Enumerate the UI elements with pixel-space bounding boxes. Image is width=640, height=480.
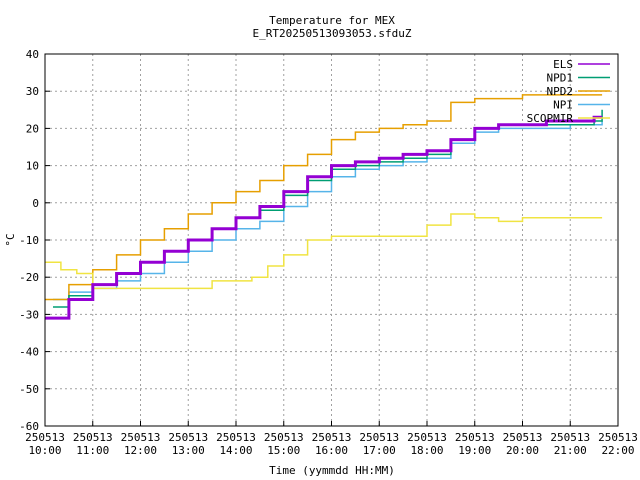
- x-tick-date: 250513: [312, 431, 352, 444]
- x-tick-time: 22:00: [601, 444, 634, 457]
- x-tick-time: 17:00: [363, 444, 396, 457]
- x-tick-date: 250513: [121, 431, 161, 444]
- y-tick-label: 10: [26, 160, 39, 173]
- legend-label-npi: NPI: [553, 99, 573, 112]
- x-tick-date: 250513: [407, 431, 447, 444]
- plot-area: [45, 94, 603, 320]
- x-tick-time: 19:00: [458, 444, 491, 457]
- x-tick-date: 250513: [25, 431, 65, 444]
- x-tick-time: 13:00: [172, 444, 205, 457]
- series-line-els: [45, 115, 603, 320]
- y-tick-label: -40: [19, 346, 39, 359]
- y-tick-label: 30: [26, 85, 39, 98]
- chart-title: Temperature for MEX: [269, 14, 395, 27]
- x-tick-date: 250513: [216, 431, 256, 444]
- plot-border: [44, 53, 619, 427]
- x-tick-date: 250513: [264, 431, 304, 444]
- x-tick-time: 14:00: [219, 444, 252, 457]
- y-axis-label: °C: [4, 233, 17, 246]
- y-tick-label: 0: [32, 197, 39, 210]
- x-tick-date: 250513: [359, 431, 399, 444]
- x-tick-date: 250513: [455, 431, 495, 444]
- y-tick-label: 40: [26, 48, 39, 61]
- x-tick-time: 10:00: [28, 444, 61, 457]
- legend-label-npd1: NPD1: [547, 72, 574, 85]
- y-tick-label: 20: [26, 122, 39, 135]
- series-line-npi: [53, 121, 603, 301]
- y-tick-label: -20: [19, 271, 39, 284]
- x-tick-time: 11:00: [76, 444, 109, 457]
- y-tick-label: -60: [19, 420, 39, 433]
- x-tick-date: 250513: [73, 431, 113, 444]
- chart-subtitle: E_RT20250513093053.sfduZ: [253, 27, 412, 40]
- y-tick-label: -30: [19, 308, 39, 321]
- x-tick-date: 250513: [503, 431, 543, 444]
- x-tick-time: 15:00: [267, 444, 300, 457]
- x-tick-time: 20:00: [506, 444, 539, 457]
- x-tick-time: 21:00: [554, 444, 587, 457]
- x-axis-label: Time (yymmdd HH:MM): [269, 464, 395, 477]
- x-tick-date: 250513: [550, 431, 590, 444]
- x-tick-date: 250513: [598, 431, 638, 444]
- y-axis: -60 -50 -40 -30 -20 -10 0 10 20 30 40: [19, 48, 50, 433]
- legend-label-npd2: NPD2: [547, 85, 574, 98]
- legend-label-scopmir: SCOPMIR: [527, 112, 574, 125]
- legend-label-els: ELS: [553, 58, 573, 71]
- series-line-scopmir: [45, 213, 603, 290]
- series-line-npd2: [45, 94, 603, 301]
- y-tick-label: -50: [19, 383, 39, 396]
- x-tick-date: 250513: [168, 431, 208, 444]
- x-tick-time: 18:00: [410, 444, 443, 457]
- x-tick-time: 12:00: [124, 444, 157, 457]
- x-axis: 25051310:0025051311:0025051312:002505131…: [25, 421, 638, 457]
- y-tick-label: -10: [19, 234, 39, 247]
- x-tick-time: 16:00: [315, 444, 348, 457]
